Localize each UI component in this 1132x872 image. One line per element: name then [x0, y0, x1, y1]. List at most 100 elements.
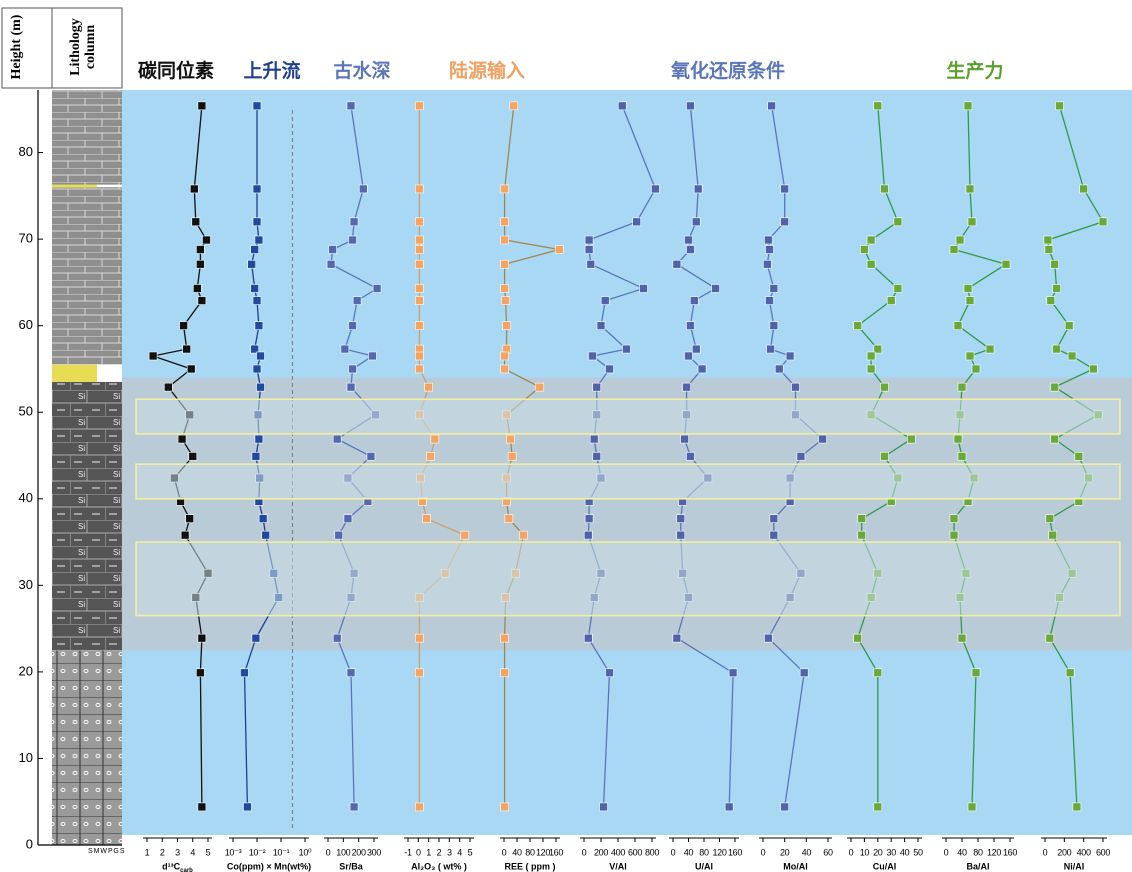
highlight-box — [135, 463, 1121, 500]
data-point — [250, 284, 259, 293]
data-point — [179, 321, 188, 330]
data-point — [672, 259, 682, 269]
data-point — [254, 235, 264, 245]
x-axis-label: Mo/Al — [783, 861, 808, 871]
x-axis-label: REE ( ppm ) — [505, 861, 556, 871]
x-tick-label: 800 — [645, 847, 659, 857]
data-point — [769, 321, 779, 330]
data-point — [949, 514, 959, 524]
data-point — [426, 452, 436, 461]
data-point — [164, 382, 173, 392]
group-title: 陆源输入 — [449, 59, 525, 82]
data-point — [605, 364, 614, 374]
data-point — [196, 245, 205, 254]
data-point — [500, 284, 509, 293]
data-point — [415, 184, 424, 194]
x-tick-label: 80 — [525, 847, 535, 857]
data-point — [186, 364, 196, 374]
data-point — [252, 296, 262, 305]
y-tick-label: 0 — [26, 836, 33, 851]
data-point — [415, 284, 424, 293]
data-point — [697, 364, 707, 374]
data-point — [957, 633, 967, 643]
data-point — [415, 296, 424, 305]
data-point — [672, 633, 682, 643]
data-point — [415, 351, 424, 361]
data-point — [1050, 259, 1059, 269]
x-axis-label: Al₂O₃ ( wt% ) — [411, 861, 467, 871]
x-tick-label: 100 — [336, 847, 350, 857]
data-point — [196, 668, 205, 678]
data-point — [1045, 514, 1055, 524]
data-point — [1079, 184, 1088, 194]
data-point — [684, 235, 693, 245]
data-point — [765, 245, 774, 254]
data-point — [949, 530, 959, 540]
data-point — [1067, 351, 1077, 361]
data-point — [866, 259, 876, 269]
x-tick-label: 300 — [367, 847, 381, 857]
data-point — [967, 217, 977, 227]
x-tick-label: 120 — [536, 847, 550, 857]
x-tick-label: 80 — [973, 847, 983, 857]
x-tick-label: 0 — [582, 847, 587, 857]
data-point — [676, 530, 686, 540]
x-axis-label: V/Al — [609, 861, 627, 871]
data-point — [1046, 296, 1056, 305]
data-point — [251, 633, 261, 643]
x-tick-label: 200 — [1057, 847, 1071, 857]
data-point — [971, 668, 981, 678]
data-point — [971, 364, 981, 374]
data-point — [1001, 259, 1011, 269]
data-point — [791, 382, 800, 392]
x-tick-label: 40 — [802, 847, 812, 857]
data-point — [500, 364, 509, 374]
data-point — [415, 668, 424, 678]
data-point — [880, 184, 889, 194]
data-point — [965, 184, 975, 194]
y-tick-label: 40 — [19, 490, 33, 505]
data-point — [596, 321, 606, 330]
data-point — [415, 633, 424, 643]
lithology-column: S M W P G S — [52, 90, 125, 855]
data-point — [893, 284, 903, 293]
data-point — [1048, 530, 1058, 540]
data-point — [188, 452, 198, 461]
x-tick-label: 1 — [426, 847, 431, 857]
data-point — [256, 382, 265, 392]
x-tick-label: 4 — [190, 847, 195, 857]
data-point — [693, 184, 703, 194]
data-point — [148, 351, 158, 361]
data-point — [1074, 452, 1084, 461]
data-point — [676, 514, 686, 524]
data-point — [346, 668, 356, 678]
data-point — [415, 364, 424, 374]
data-point — [639, 284, 648, 293]
data-point — [424, 382, 433, 392]
data-point — [763, 259, 772, 269]
header-box — [1, 7, 123, 89]
y-tick-label: 30 — [19, 577, 33, 592]
x-tick-label: 0 — [1043, 847, 1048, 857]
data-point — [880, 452, 889, 461]
data-point — [185, 514, 194, 524]
data-point — [583, 530, 593, 540]
data-point — [589, 434, 599, 444]
x-tick-label: 10⁻¹ — [273, 847, 290, 857]
data-point — [256, 351, 265, 361]
data-point — [853, 321, 863, 330]
highlight-box — [135, 541, 1121, 617]
data-point — [953, 434, 963, 444]
x-tick-label: 40 — [684, 847, 694, 857]
data-point — [346, 101, 356, 111]
data-point — [873, 101, 883, 111]
data-point — [372, 284, 382, 293]
y-tick-label: 50 — [19, 404, 33, 419]
x-tick-label: 120 — [712, 847, 726, 857]
sandstone — [52, 364, 97, 382]
data-point — [686, 452, 695, 461]
data-point — [818, 434, 827, 444]
data-point — [592, 452, 602, 461]
data-point — [177, 434, 187, 444]
